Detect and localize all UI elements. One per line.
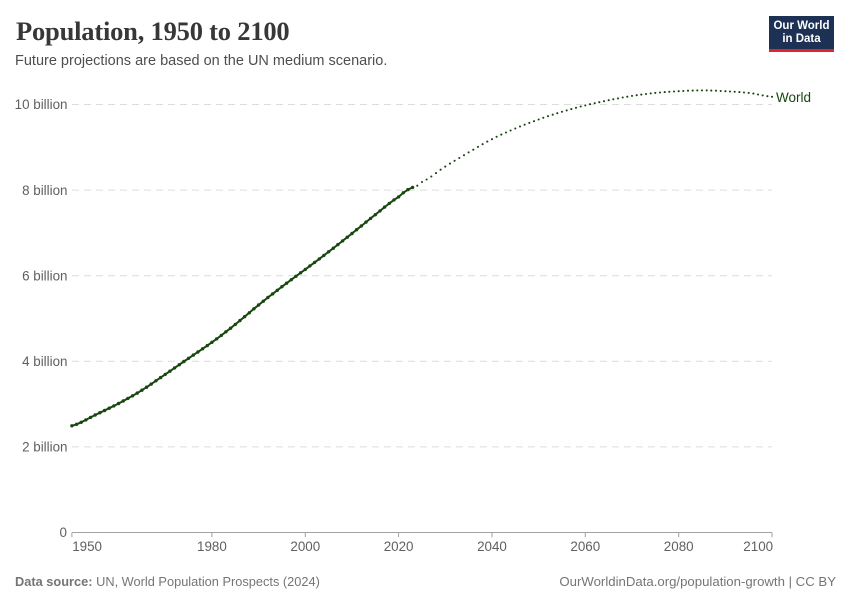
svg-text:2040: 2040 bbox=[477, 539, 507, 554]
svg-text:2100: 2100 bbox=[743, 539, 773, 554]
svg-text:8 billion: 8 billion bbox=[22, 183, 67, 198]
svg-text:1950: 1950 bbox=[72, 539, 102, 554]
svg-text:2060: 2060 bbox=[570, 539, 600, 554]
svg-text:World: World bbox=[776, 90, 811, 105]
svg-text:0: 0 bbox=[60, 525, 67, 540]
svg-text:4 billion: 4 billion bbox=[22, 354, 67, 369]
svg-text:6 billion: 6 billion bbox=[22, 268, 67, 283]
svg-text:1980: 1980 bbox=[197, 539, 227, 554]
svg-text:10 billion: 10 billion bbox=[15, 97, 68, 112]
svg-text:2 billion: 2 billion bbox=[22, 440, 67, 455]
svg-text:2000: 2000 bbox=[290, 539, 320, 554]
svg-text:2080: 2080 bbox=[664, 539, 694, 554]
svg-text:2020: 2020 bbox=[384, 539, 414, 554]
